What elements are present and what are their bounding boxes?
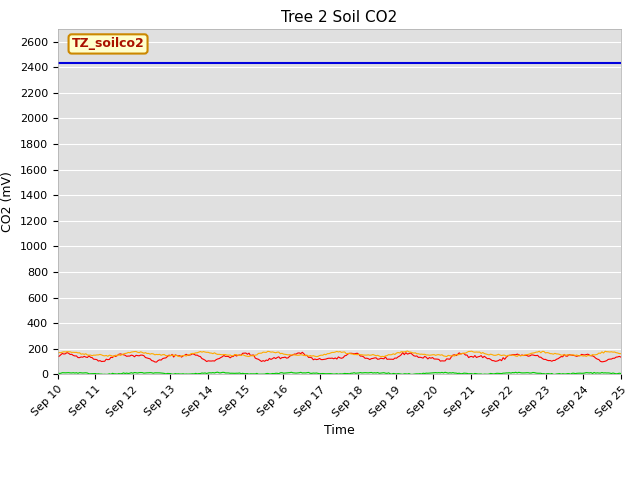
Title: Tree 2 Soil CO2: Tree 2 Soil CO2	[281, 10, 397, 25]
Tree2 -2cm	[242, 350, 250, 356]
Tree2 -16cm	[54, 60, 61, 66]
Tree2 -4cm	[377, 354, 385, 360]
Tree2 -8cm	[252, 371, 259, 377]
Tree2 -4cm	[617, 351, 625, 357]
Text: TZ_soilco2: TZ_soilco2	[72, 37, 145, 50]
Tree2 -2cm	[589, 353, 596, 359]
Tree2 -4cm	[404, 348, 412, 354]
Tree2 -4cm	[54, 350, 61, 356]
Tree2 -2cm	[123, 353, 131, 359]
Tree2 -2cm	[298, 349, 306, 355]
X-axis label: Time: Time	[324, 424, 355, 437]
Tree2 -8cm	[617, 371, 625, 376]
Line: Tree2 -4cm: Tree2 -4cm	[58, 351, 621, 357]
Y-axis label: CO2 (mV): CO2 (mV)	[1, 171, 14, 232]
Tree2 -8cm	[479, 372, 486, 377]
Tree2 -16cm	[617, 60, 625, 66]
Tree2 -8cm	[214, 369, 221, 375]
Tree2 -4cm	[250, 353, 257, 359]
Tree2 -2cm	[617, 354, 625, 360]
Tree2 -8cm	[54, 370, 61, 376]
Tree2 -4cm	[221, 352, 229, 358]
Tree2 -8cm	[123, 370, 131, 376]
Tree2 -16cm	[123, 60, 131, 66]
Tree2 -2cm	[152, 359, 160, 365]
Tree2 -8cm	[589, 371, 596, 376]
Tree2 -16cm	[250, 60, 257, 66]
Tree2 -4cm	[300, 353, 308, 359]
Line: Tree2 -2cm: Tree2 -2cm	[58, 352, 621, 362]
Tree2 -4cm	[241, 353, 248, 359]
Tree2 -2cm	[252, 355, 259, 361]
Tree2 -2cm	[303, 352, 311, 358]
Tree2 -16cm	[586, 60, 593, 66]
Tree2 -4cm	[123, 350, 131, 356]
Tree2 -2cm	[54, 354, 61, 360]
Tree2 -8cm	[301, 370, 309, 376]
Tree2 -16cm	[300, 60, 308, 66]
Tree2 -8cm	[242, 371, 250, 377]
Tree2 -16cm	[241, 60, 248, 66]
Tree2 -8cm	[223, 370, 231, 376]
Tree2 -4cm	[589, 352, 596, 358]
Tree2 -2cm	[223, 353, 231, 359]
Line: Tree2 -8cm: Tree2 -8cm	[58, 372, 621, 374]
Tree2 -16cm	[221, 60, 229, 66]
